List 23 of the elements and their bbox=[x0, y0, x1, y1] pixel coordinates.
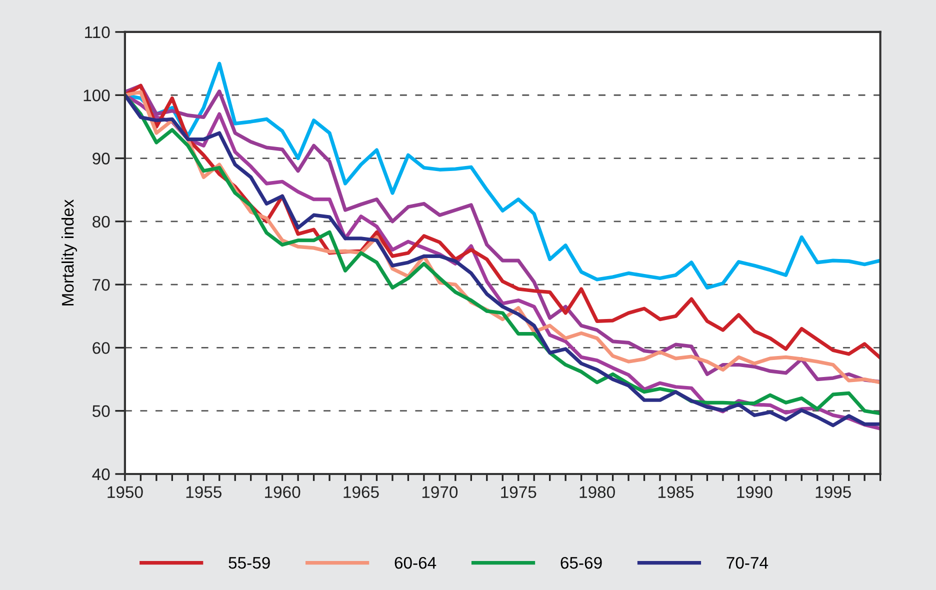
x-tick-label: 1980 bbox=[580, 486, 615, 498]
x-tick-label: 1985 bbox=[658, 486, 694, 498]
y-tick-label: 100 bbox=[84, 90, 110, 102]
y-tick-label: 110 bbox=[85, 26, 110, 38]
x-tick-label: 1950 bbox=[108, 486, 143, 498]
x-tick-label: 1970 bbox=[422, 486, 458, 498]
y-tick-label: 80 bbox=[92, 216, 110, 228]
x-tick-label: 1965 bbox=[344, 486, 379, 498]
x-tick-label: 1955 bbox=[186, 486, 222, 498]
legend-label: 65-69 bbox=[560, 556, 602, 569]
x-tick-label: 1975 bbox=[501, 486, 536, 498]
y-tick-label: 40 bbox=[92, 468, 110, 480]
x-tick-label: 1990 bbox=[737, 486, 772, 498]
y-tick-label: 50 bbox=[92, 405, 110, 418]
legend-label: 70-74 bbox=[726, 556, 768, 569]
y-tick-label: 90 bbox=[92, 152, 110, 164]
x-tick-label: 1995 bbox=[816, 486, 851, 498]
legend-label: 55-59 bbox=[228, 556, 270, 569]
y-axis-title: Mortality index bbox=[61, 199, 78, 306]
y-tick-label: 70 bbox=[92, 278, 110, 291]
x-tick-label: 1960 bbox=[265, 486, 300, 498]
legend-label: 60-64 bbox=[394, 556, 436, 569]
y-tick-label: 60 bbox=[92, 342, 110, 354]
